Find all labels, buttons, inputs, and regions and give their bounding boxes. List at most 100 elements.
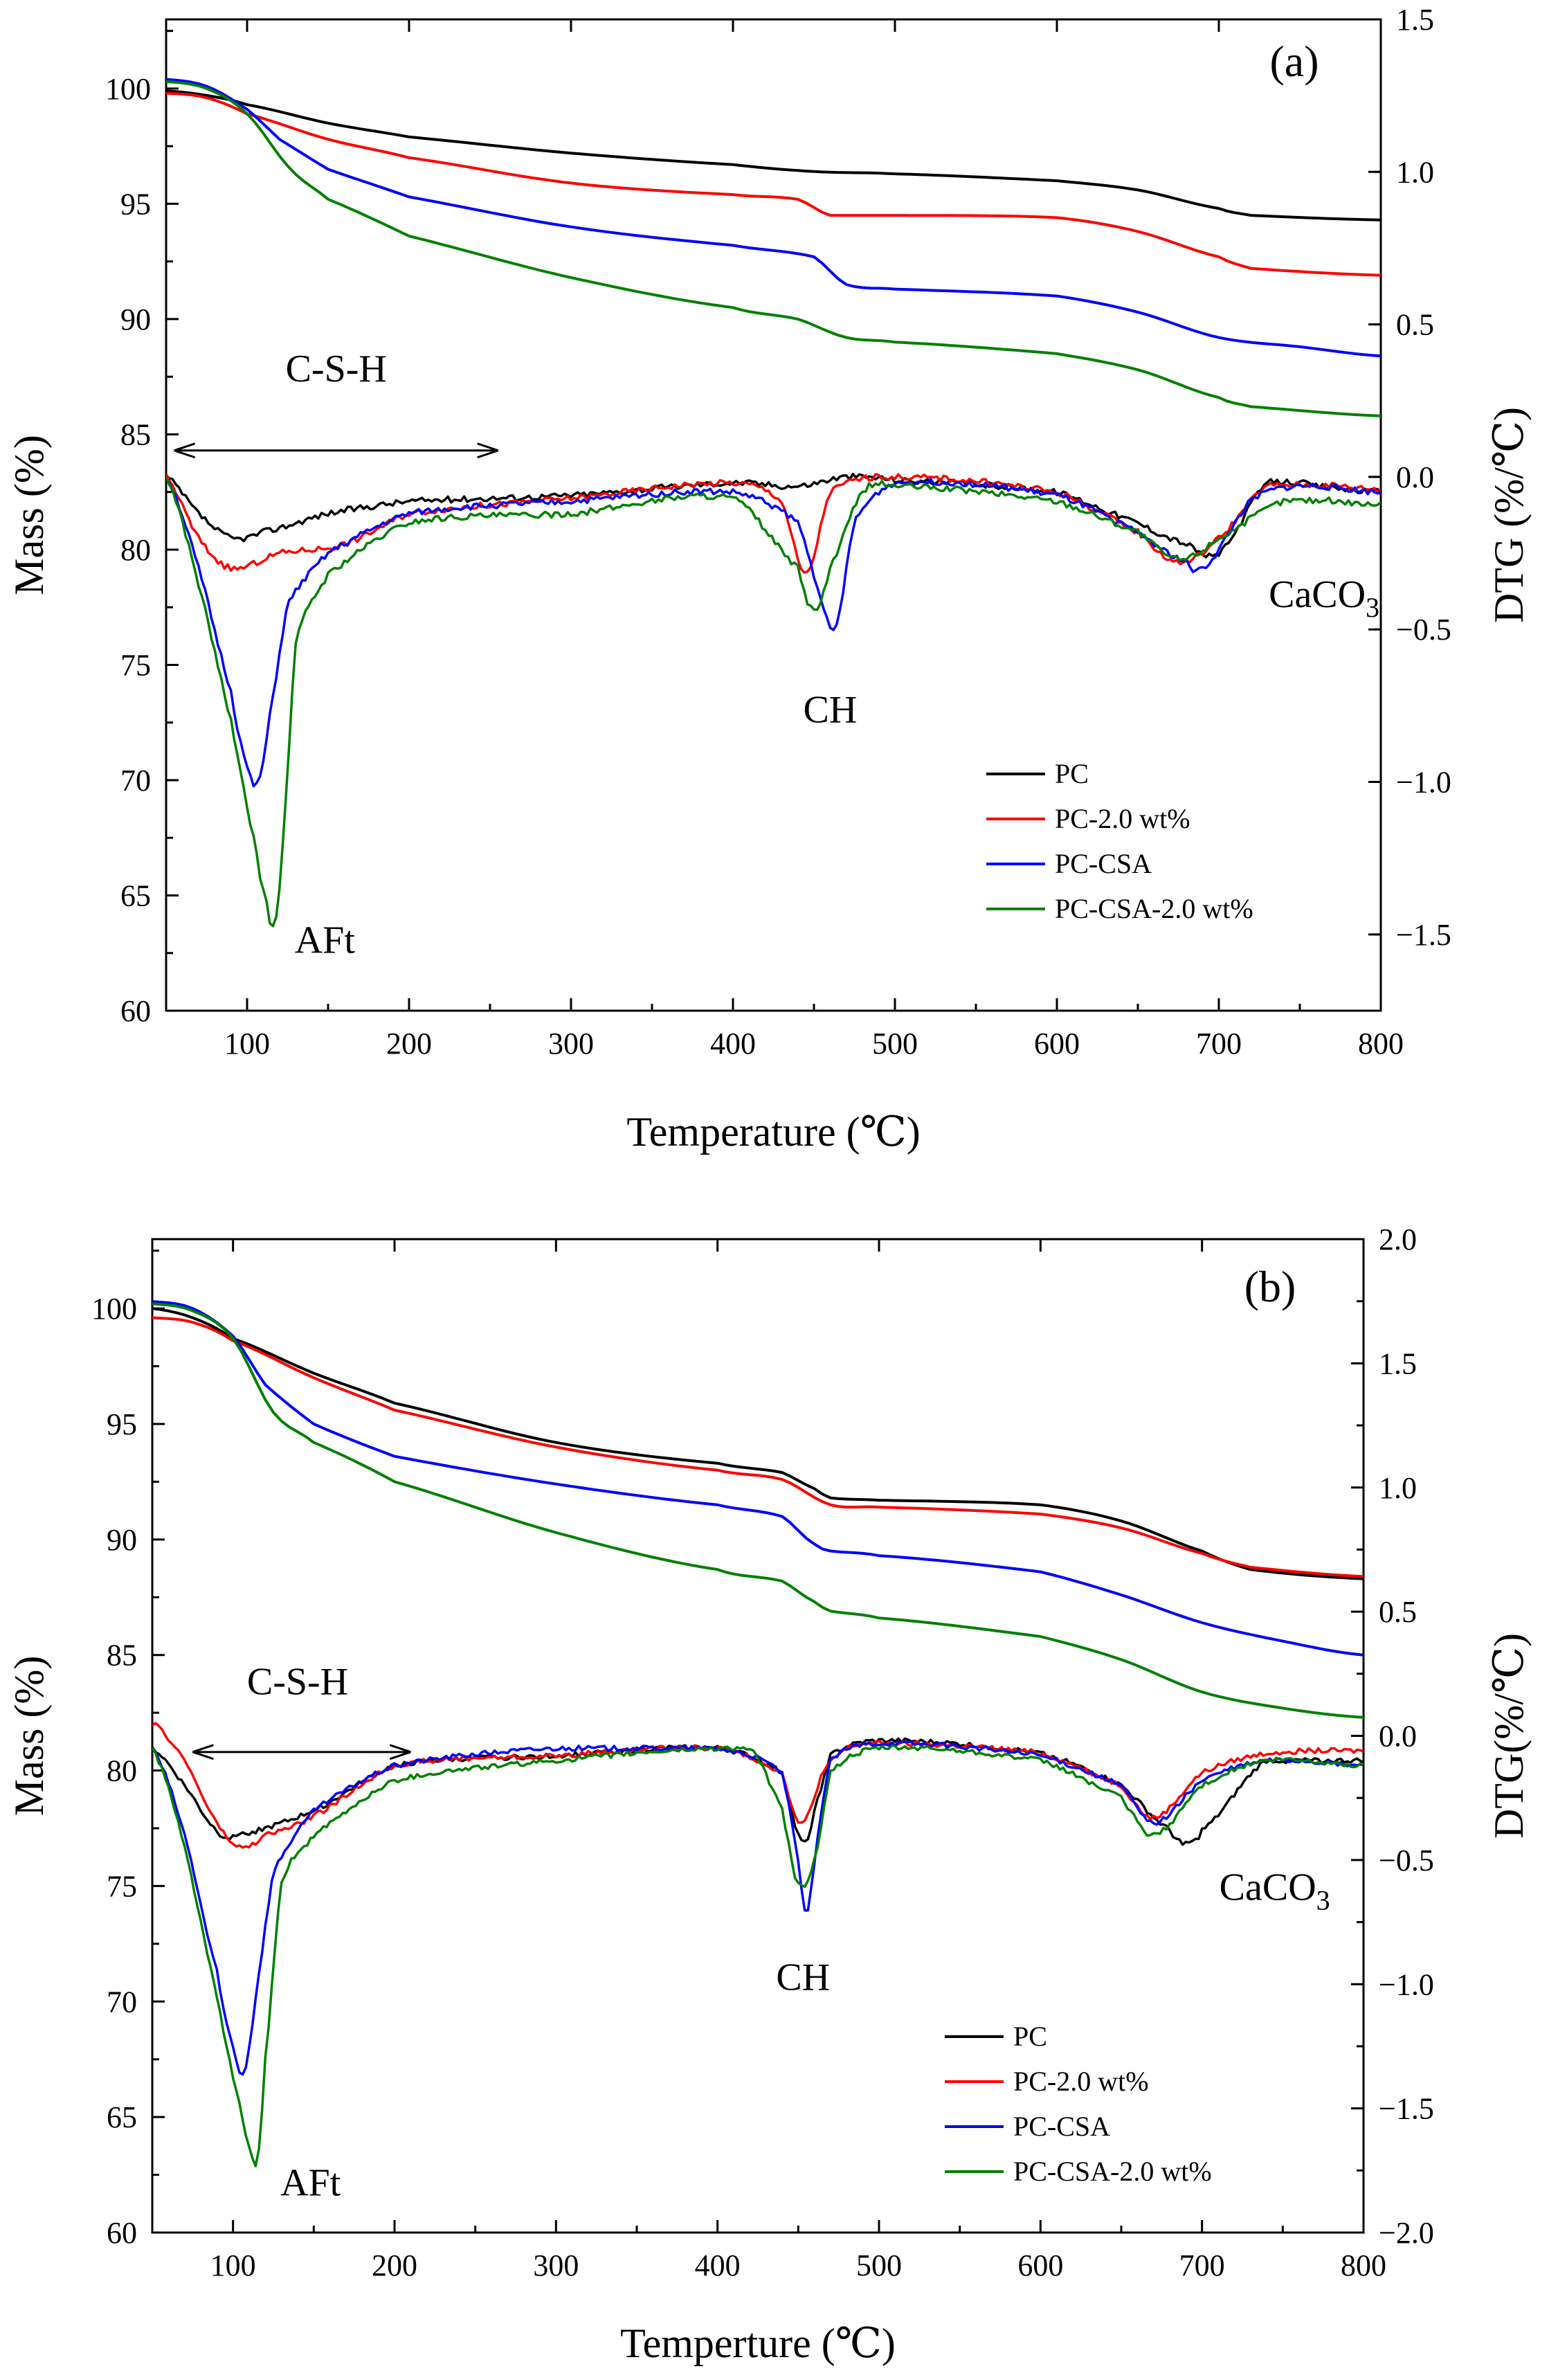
y-left-axis-title: Mass (%) xyxy=(6,1656,52,1816)
legend-entry: PC xyxy=(1055,758,1089,789)
panel-a: 100 200 300 400 500 600 700 800 60 65 70 75 80 85 90 95… xyxy=(6,3,1532,1155)
y-left-tick-label: 95 xyxy=(120,187,151,221)
x-tick-label: 500 xyxy=(856,2248,902,2282)
annotation-c-s-h: C-S-H xyxy=(286,348,387,390)
y-right-tick-label: 0.5 xyxy=(1379,1595,1417,1629)
y-right-tick-label: −0.5 xyxy=(1396,613,1451,647)
y-left-axis-title: Mass (%) xyxy=(6,435,52,595)
y-right-tick-label: 1.0 xyxy=(1396,155,1434,189)
curves xyxy=(166,78,1381,928)
x-tick-label: 600 xyxy=(1034,1027,1080,1061)
dtg-line-pc-csa-2-0-wt- xyxy=(166,476,1381,928)
x-tick-label: 400 xyxy=(710,1027,756,1061)
csh-arrow-head-right xyxy=(477,442,499,459)
panel-label: (b) xyxy=(1244,1262,1296,1311)
dtg-line-pc-csa xyxy=(166,477,1381,788)
y-left-tick-label: 85 xyxy=(107,1639,137,1673)
y-left-tick-label: 85 xyxy=(120,417,151,451)
tg-line-pc xyxy=(152,1307,1364,1580)
y-left-tick-label: 100 xyxy=(91,1292,137,1326)
x-tick-label: 200 xyxy=(372,2248,417,2282)
panel-label: (a) xyxy=(1269,37,1319,86)
y-right-tick-label: −1.5 xyxy=(1379,2092,1434,2126)
legend: PC PC-2.0 wt% PC-CSA PC-CSA-2.0 wt% xyxy=(986,758,1253,924)
y-right-axis-title: DTG(%/℃) xyxy=(1486,1633,1532,1839)
tg-line-pc-csa xyxy=(166,78,1381,358)
x-tick-label: 400 xyxy=(695,2248,741,2282)
dtg-line-pc-2-0-wt- xyxy=(166,473,1381,574)
y-left-tick-label: 90 xyxy=(120,303,151,336)
tg-line-pc xyxy=(166,89,1381,222)
y-right-tick-label: 0.5 xyxy=(1396,308,1434,342)
dtg-line-pc-csa-2-0-wt- xyxy=(152,1744,1364,2167)
plot-frame xyxy=(151,1238,1365,2234)
y-left-tick-label: 60 xyxy=(120,994,151,1028)
tg-line-pc-csa xyxy=(152,1300,1364,1657)
annotation-caco: CaCO3 xyxy=(1269,573,1379,623)
y-right-tick-label: 1.5 xyxy=(1379,1346,1417,1380)
y-right-axis-title: DTG (%/℃) xyxy=(1486,407,1532,623)
legend-entry: PC xyxy=(1013,2021,1047,2052)
annotation-c-s-h: C-S-H xyxy=(247,1660,348,1703)
y-left-tick-label: 95 xyxy=(107,1407,137,1441)
legend-entry: PC-2.0 wt% xyxy=(1055,803,1190,834)
y-left-tick-label: 90 xyxy=(107,1523,137,1557)
x-tick-label: 800 xyxy=(1341,2248,1386,2282)
annotation-ch: CH xyxy=(804,689,858,732)
y-left-tick-label: 65 xyxy=(107,2100,137,2134)
y-right-tick-label: −1.0 xyxy=(1379,1967,1434,2001)
legend: PC PC-2.0 wt% PC-CSA PC-CSA-2.0 wt% xyxy=(945,2021,1212,2187)
legend-entry: PC-CSA-2.0 wt% xyxy=(1055,893,1253,924)
x-tick-label: 700 xyxy=(1196,1027,1242,1061)
legend-entry: PC-CSA-2.0 wt% xyxy=(1013,2156,1212,2187)
y-right-tick-label: 2.0 xyxy=(1379,1223,1417,1256)
y-right-tick-label: 1.5 xyxy=(1396,3,1434,37)
y-right-tick-label: 1.0 xyxy=(1379,1471,1417,1505)
legend-entry: PC-CSA xyxy=(1013,2111,1110,2142)
tg-line-pc-2-0-wt- xyxy=(166,91,1381,277)
y-right-tick-label: −1.0 xyxy=(1396,766,1451,800)
annotation-ch: CH xyxy=(776,1956,830,1999)
annotation-aft: AFt xyxy=(280,2162,341,2205)
dtg-line-pc xyxy=(152,1737,1364,1846)
y-right-tick-label: −0.5 xyxy=(1379,1843,1434,1877)
y-left-tick-label: 80 xyxy=(107,1754,137,1788)
y-right-tick-label: −2.0 xyxy=(1379,2216,1434,2250)
panel-b: 100 200 300 400 500 600 700 800 60 65 70 75 80 85 90 95… xyxy=(6,1223,1532,2366)
plot-frame xyxy=(165,18,1382,1012)
y-left-tick-label: 75 xyxy=(107,1869,137,1903)
y-left-tick-label: 70 xyxy=(107,1985,137,2019)
tg-line-pc-csa-2-0-wt- xyxy=(166,80,1381,417)
y-left-tick-label: 75 xyxy=(120,648,151,682)
y-left-tick-label: 100 xyxy=(105,72,151,106)
x-axis-title: Temperature (℃) xyxy=(626,1109,920,1155)
y-right-tick-label: −1.5 xyxy=(1396,918,1451,952)
legend-entry: PC-CSA xyxy=(1055,848,1152,879)
x-tick-label: 200 xyxy=(386,1027,432,1061)
y-left-tick-label: 60 xyxy=(107,2216,137,2250)
csh-arrow-head-right xyxy=(389,1744,411,1760)
x-tick-label: 100 xyxy=(210,2248,256,2282)
x-tick-label: 500 xyxy=(872,1027,918,1061)
y-left-tick-label: 70 xyxy=(120,764,151,797)
tg-line-pc-csa-2-0-wt- xyxy=(152,1302,1364,1719)
csh-arrow-head-left xyxy=(192,1744,214,1760)
dtg-line-pc-2-0-wt- xyxy=(152,1722,1364,1849)
curves xyxy=(152,1300,1364,2167)
x-tick-label: 100 xyxy=(224,1027,270,1061)
annotation-caco: CaCO3 xyxy=(1220,1866,1330,1915)
x-tick-label: 300 xyxy=(548,1027,594,1061)
y-right-tick-label: 0.0 xyxy=(1396,460,1434,494)
x-tick-label: 800 xyxy=(1358,1027,1404,1061)
y-left-tick-label: 65 xyxy=(120,878,151,912)
x-tick-label: 600 xyxy=(1017,2248,1063,2282)
x-axis-title: Temperture (℃) xyxy=(620,2320,896,2366)
dtg-line-pc-csa xyxy=(152,1740,1364,2076)
y-right-tick-label: 0.0 xyxy=(1379,1720,1417,1754)
csh-arrow-head-left xyxy=(174,442,196,459)
x-tick-label: 300 xyxy=(533,2248,579,2282)
annotation-aft: AFt xyxy=(295,919,356,962)
tg-line-pc-2-0-wt- xyxy=(152,1316,1364,1578)
dtg-line-pc xyxy=(166,472,1381,559)
